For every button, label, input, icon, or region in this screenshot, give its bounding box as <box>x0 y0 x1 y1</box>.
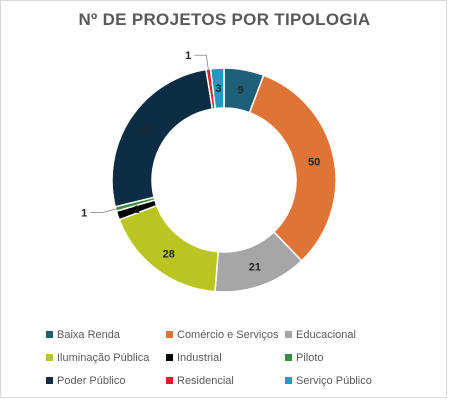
data-label-poder-publico: 41 <box>141 124 153 136</box>
legend-item-industrial: Industrial <box>166 350 285 365</box>
legend-swatch-residencial <box>166 377 173 384</box>
legend-swatch-servico-publico <box>285 377 292 384</box>
data-label-servico-publico: 3 <box>215 83 221 95</box>
legend-swatch-baixa-renda <box>46 331 53 338</box>
legend-label-piloto: Piloto <box>296 351 324 364</box>
data-label-residencial: 1 <box>185 50 191 62</box>
legend-label-iluminacao-publica: Iluminação Pública <box>57 351 150 364</box>
legend-item-servico-publico: Serviço Público <box>285 373 415 388</box>
chart-title: Nº DE PROJETOS POR TIPOLOGIA <box>78 10 371 29</box>
legend-label-comercio-e-servicos: Comércio e Serviços <box>177 328 279 341</box>
legend-item-iluminacao-publica: Iluminação Pública <box>46 350 166 365</box>
legend-swatch-comercio-e-servicos <box>166 331 173 338</box>
leader-line-piloto <box>90 208 118 214</box>
legend-label-baixa-renda: Baixa Renda <box>57 328 120 341</box>
slice-comercio-e-servicos <box>248 74 337 262</box>
slice-servico-publico <box>209 67 225 110</box>
legend-item-residencial: Residencial <box>166 373 285 388</box>
legend-swatch-industrial <box>166 354 173 361</box>
data-label-industrial: 2 <box>134 204 140 216</box>
data-label-baixa-renda: 9 <box>238 85 244 97</box>
legend-label-residencial: Residencial <box>177 374 234 387</box>
legend-swatch-piloto <box>285 354 292 361</box>
legend-item-comercio-e-servicos: Comércio e Serviços <box>166 327 285 342</box>
legend-label-educacional: Educacional <box>296 328 356 341</box>
legend-label-industrial: Industrial <box>177 351 222 364</box>
data-label-iluminacao-publica: 28 <box>163 249 175 261</box>
leader-line-residencial <box>194 54 209 72</box>
legend-label-servico-publico: Serviço Público <box>296 374 372 387</box>
data-label-piloto: 1 <box>81 208 87 220</box>
legend-label-poder-publico: Poder Público <box>57 374 126 387</box>
legend-item-poder-publico: Poder Público <box>46 373 166 388</box>
slice-poder-publico <box>111 68 214 208</box>
legend-item-educacional: Educacional <box>285 327 415 342</box>
data-label-educacional: 21 <box>249 262 261 274</box>
data-label-comercio-e-servicos: 50 <box>308 157 320 169</box>
chart-legend: Baixa Renda Comércio e Serviços Educaciona… <box>46 327 446 388</box>
legend-item-piloto: Piloto <box>285 350 415 365</box>
legend-swatch-poder-publico <box>46 377 53 384</box>
legend-swatch-iluminacao-publica <box>46 354 53 361</box>
legend-item-baixa-renda: Baixa Renda <box>46 327 166 342</box>
legend-swatch-educacional <box>285 331 292 338</box>
